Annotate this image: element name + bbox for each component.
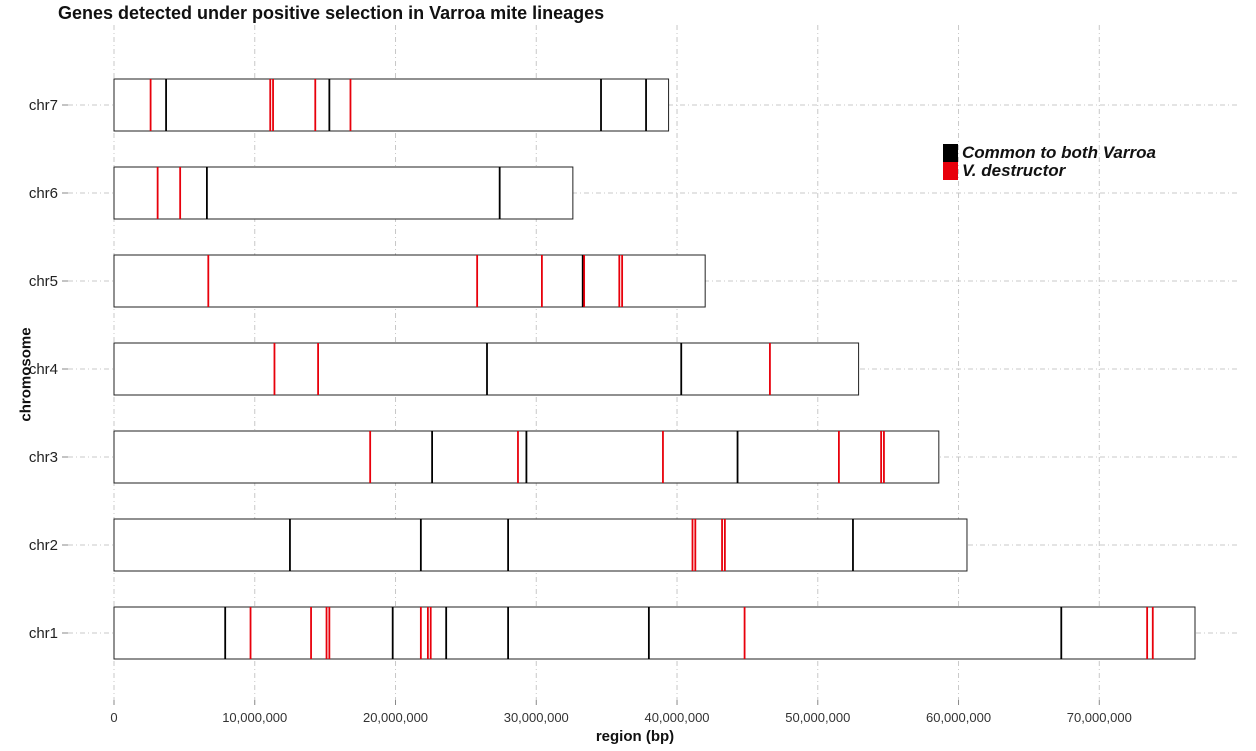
chart-title: Genes detected under positive selection … [58,3,605,23]
legend-item-destructor: V. destructor [943,161,1156,180]
chromosome-bar [113,606,1196,660]
x-tick-label: 10,000,000 [222,710,287,725]
x-tick-label: 70,000,000 [1067,710,1132,725]
chromosome-label: chr3 [29,449,58,466]
x-tick-label: 30,000,000 [504,710,569,725]
chromosome-label: chr4 [29,361,58,378]
chromosome-bar [113,254,706,308]
x-axis-label: region (bp) [595,728,675,745]
x-tick-label: 60,000,000 [926,710,991,725]
y-axis-label: chromosome [17,327,35,422]
chromosome-bar [113,166,574,220]
legend-swatch-destructor [943,162,958,180]
legend-label-destructor: V. destructor [962,161,1066,180]
gene-marks [149,79,1154,659]
chromosome-label: chr7 [29,97,58,114]
legend-item-common: Common to both Varroa [943,143,1156,162]
chromosome-bar [113,78,670,132]
legend: Common to both Varroa V. destructor [943,143,1156,180]
chromosome-label: chr6 [29,185,58,202]
chromosome-label: chr5 [29,273,58,290]
chromosome-label: chr1 [29,625,58,642]
chromosome-label: chr2 [29,537,58,554]
legend-label-common: Common to both Varroa [962,143,1156,162]
chromosome-bar [113,518,968,572]
x-tick-label: 50,000,000 [785,710,850,725]
legend-swatch-common [943,144,958,162]
x-tick-label: 20,000,000 [363,710,428,725]
x-tick-label: 40,000,000 [644,710,709,725]
x-tick-label: 0 [110,710,117,725]
axes: 0 10,000,000 20,000,000 30,000,000 40,000,00… [29,97,1132,725]
